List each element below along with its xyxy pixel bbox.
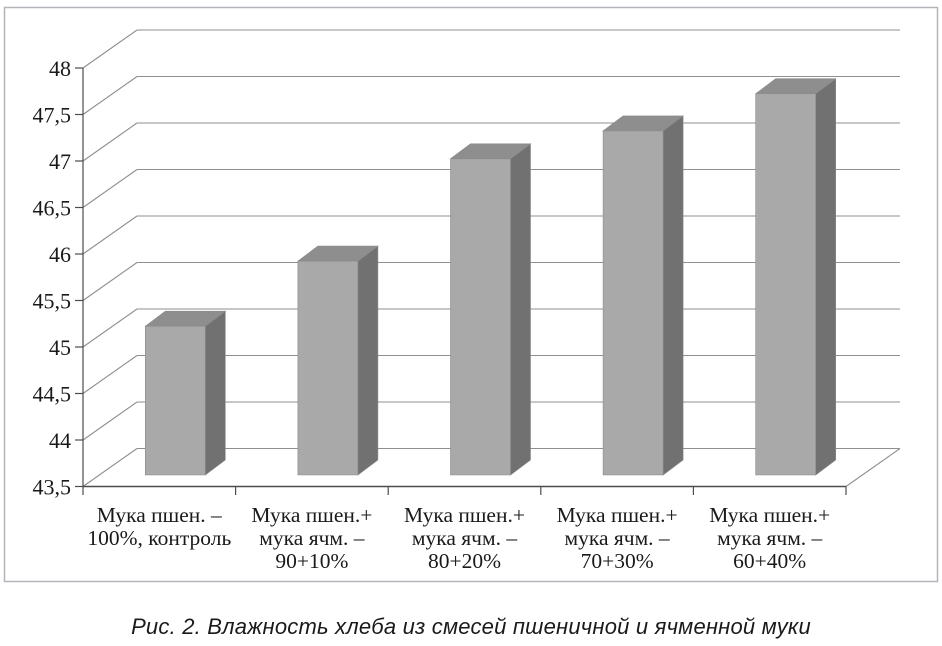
chart-area: 43,5 44 44,5 45 45,5 46 46,5 47 47,5 48 Мука пшен.… bbox=[3, 6, 939, 583]
x-category-label: Мука пшен.+ мука ячм. –70+30% bbox=[557, 503, 678, 573]
bar-front-face bbox=[755, 93, 817, 476]
gridline-depth bbox=[82, 355, 138, 394]
y-tick-label: 43,5 bbox=[33, 475, 72, 500]
gridline-depth bbox=[82, 215, 138, 255]
x-category-label: Мука пшен. –100%, контроль bbox=[87, 503, 231, 550]
y-tick-label: 47 bbox=[49, 149, 71, 174]
x-category-label: Мука пшен.+ мука ячм. –90+10% bbox=[251, 503, 372, 573]
floor-right-edge bbox=[845, 448, 901, 487]
bar-front-face bbox=[450, 158, 511, 476]
moisture-bar-chart: 43,5 44 44,5 45 45,5 46 46,5 47 47,5 48 Мука пшен.… bbox=[3, 6, 939, 583]
bar-side-face bbox=[357, 245, 379, 476]
y-tick-label: 48 bbox=[49, 56, 71, 81]
bar-column-3 bbox=[602, 115, 684, 476]
gridline-depth bbox=[82, 29, 138, 69]
figure-caption: Рис. 2. Влажность хлеба из смесей пшенич… bbox=[131, 614, 811, 639]
bar-front-face bbox=[145, 325, 206, 476]
x-category-label: Мука пшен.+ мука ячм. –60+40% bbox=[709, 503, 830, 573]
bar-side-face bbox=[205, 310, 226, 476]
gridline-depth bbox=[82, 401, 138, 441]
gridline-depth bbox=[82, 122, 138, 162]
gridline-depth bbox=[82, 76, 138, 115]
y-tick-label: 45 bbox=[49, 335, 71, 360]
y-tick-label: 46 bbox=[49, 242, 71, 267]
y-tick-label: 45,5 bbox=[33, 289, 72, 314]
gridline-depth bbox=[82, 448, 138, 487]
bar-column-0 bbox=[144, 310, 227, 476]
y-tick-label: 46,5 bbox=[33, 196, 72, 221]
bar-side-face bbox=[510, 143, 531, 476]
bar-column-2 bbox=[449, 143, 532, 476]
y-tick-label: 47,5 bbox=[33, 103, 72, 128]
bar-side-face bbox=[815, 78, 837, 476]
bar-column-1 bbox=[296, 245, 379, 476]
gridline-depth bbox=[82, 169, 138, 208]
gridline-depth bbox=[82, 262, 138, 301]
bar-front-face bbox=[297, 260, 359, 476]
y-tick-label: 44,5 bbox=[33, 382, 72, 407]
y-tick-label: 44 bbox=[49, 428, 71, 453]
bar-side-face bbox=[662, 115, 684, 476]
x-category-label: Мука пшен.+ мука ячм. –80+20% bbox=[404, 503, 525, 573]
bar-column-4 bbox=[754, 78, 837, 476]
gridline-depth bbox=[82, 308, 138, 348]
bar-front-face bbox=[602, 130, 664, 476]
